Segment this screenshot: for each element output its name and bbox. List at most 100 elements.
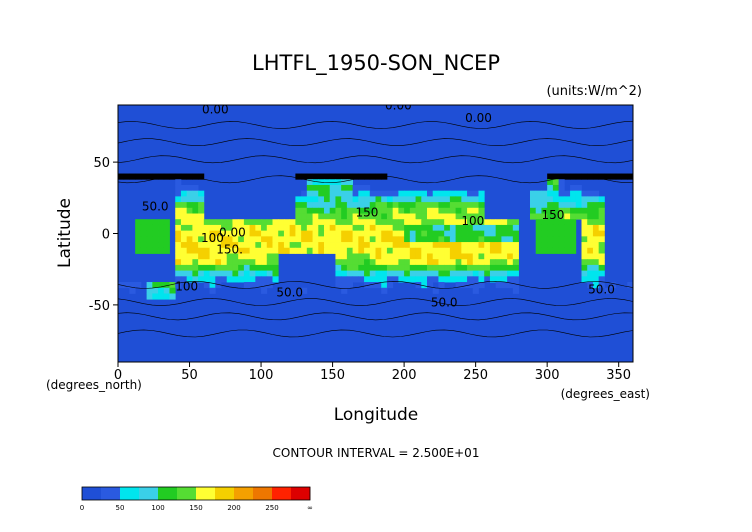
contour-cell	[455, 259, 462, 266]
colorbar-tick-label: 50	[116, 504, 125, 512]
contour-cell	[198, 259, 205, 266]
contour-cell	[312, 213, 319, 220]
contour-cell	[215, 276, 222, 283]
contour-cell	[472, 282, 479, 289]
contour-cell	[478, 207, 485, 214]
contour-cell	[415, 202, 422, 209]
contour-cell	[489, 247, 497, 254]
contour-cell	[232, 242, 239, 249]
contour-cell	[123, 173, 130, 180]
contour-cell	[341, 213, 348, 220]
contour-cell	[421, 236, 428, 243]
contour-cell	[581, 202, 588, 209]
contour-cell	[146, 173, 153, 180]
contour-cell	[335, 213, 342, 220]
contour-cell	[140, 242, 148, 249]
contour-cell	[301, 202, 308, 209]
contour-cell	[558, 184, 565, 192]
contour-cell	[324, 196, 331, 203]
contour-cell	[415, 242, 422, 249]
colorbar-swatch	[139, 487, 159, 500]
contour-cell	[381, 219, 388, 226]
contour-cell	[272, 276, 279, 283]
contour-cell	[507, 219, 514, 226]
contour-cell	[427, 264, 434, 272]
contour-cell	[449, 190, 457, 197]
contour-cell	[226, 276, 233, 283]
contour-cell	[472, 253, 479, 260]
contour-cell	[415, 230, 422, 237]
contour-cell	[587, 282, 594, 289]
contour-cell	[570, 207, 577, 214]
contour-cell	[369, 224, 376, 232]
contour-cell	[404, 264, 411, 272]
contour-cell	[249, 242, 256, 249]
contour-cell	[375, 247, 382, 254]
contour-cell	[455, 264, 462, 272]
contour-cell	[438, 196, 445, 203]
contour-cell	[364, 190, 371, 197]
contour-cell	[432, 287, 439, 294]
contour-cell	[203, 230, 210, 237]
contour-cell	[501, 236, 508, 243]
contour-cell	[135, 282, 142, 289]
contour-cell	[398, 253, 405, 260]
contour-cell	[455, 224, 462, 232]
contour-cell	[455, 207, 462, 214]
contour-cell	[507, 236, 514, 243]
contour-cell	[558, 224, 565, 232]
contour-cell	[289, 219, 296, 226]
contour-cell	[215, 259, 222, 266]
contour-cell	[552, 196, 560, 203]
contour-cell	[346, 259, 354, 266]
contour-cell	[455, 253, 462, 260]
contour-cell	[180, 264, 188, 272]
contour-cell	[369, 230, 376, 237]
contour-cell	[163, 247, 170, 254]
contour-cell	[243, 259, 251, 266]
contour-cell	[398, 236, 405, 243]
contour-cell	[146, 224, 153, 232]
contour-cell	[467, 202, 474, 209]
x-tick-label: 200	[392, 368, 417, 383]
contour-cell	[409, 253, 416, 260]
x-unit-label: (degrees_east)	[561, 387, 650, 401]
contour-cell	[449, 219, 457, 226]
contour-cell	[507, 224, 514, 232]
contour-cell	[175, 282, 182, 289]
contour-cell	[449, 202, 457, 209]
contour-cell	[564, 213, 571, 220]
contour-cell	[404, 270, 411, 277]
contour-cell	[409, 259, 416, 266]
contour-cell	[438, 230, 445, 237]
contour-cell	[232, 276, 239, 283]
contour-cell	[186, 219, 193, 226]
contour-cell	[541, 196, 548, 203]
contour-cell	[255, 259, 262, 266]
contour-cell	[324, 230, 331, 237]
contour-cell	[364, 270, 371, 277]
contour-cell	[398, 224, 405, 232]
contour-cell	[364, 282, 371, 289]
contour-label: 100	[175, 280, 198, 294]
contour-cell	[604, 287, 611, 294]
contour-cell	[552, 236, 560, 243]
contour-cell	[335, 173, 342, 180]
contour-cell	[449, 196, 457, 203]
contour-cell	[427, 219, 434, 226]
contour-cell	[215, 230, 222, 237]
contour-line	[118, 329, 633, 338]
contour-cell	[409, 224, 416, 232]
contour-cell	[249, 247, 256, 254]
contour-cell	[146, 242, 153, 249]
contour-cell	[163, 282, 170, 289]
contour-cell	[581, 276, 588, 283]
contour-cell	[381, 264, 388, 272]
contour-cell	[484, 270, 491, 277]
contour-cell	[346, 270, 354, 277]
contour-cell	[461, 247, 468, 254]
contour-cell	[306, 179, 313, 186]
contour-cell	[438, 253, 445, 260]
contour-cell	[152, 242, 159, 249]
contour-cell	[249, 219, 256, 226]
